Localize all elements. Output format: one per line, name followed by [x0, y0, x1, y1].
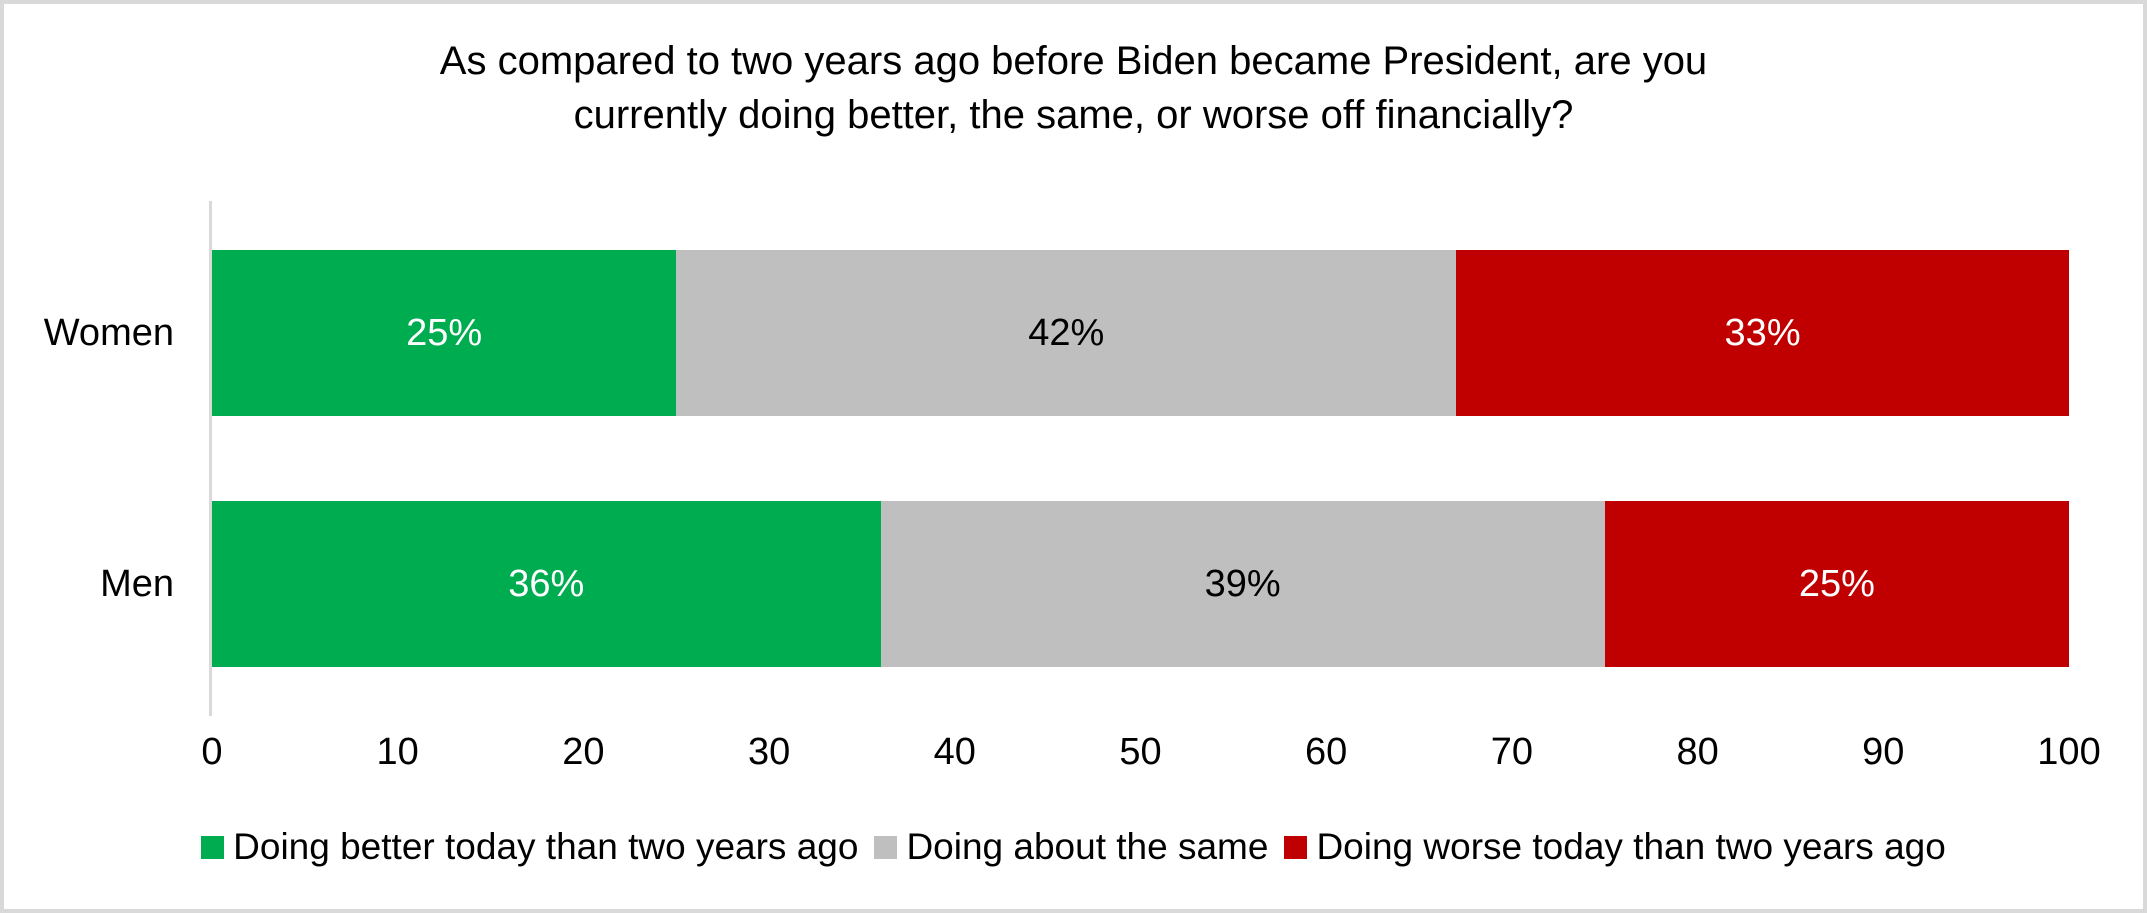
- legend: Doing better today than two years ago Doi…: [4, 826, 2143, 868]
- x-axis-tick-label: 50: [1119, 731, 1162, 773]
- bar-value-label: 25%: [1798, 562, 1875, 605]
- bar-row-women: 25% 42% 33%: [212, 250, 2069, 416]
- legend-item: Doing worse today than two years ago: [1284, 826, 1946, 868]
- bar-segment: 42%: [676, 250, 1457, 416]
- chart-title-line-2: currently doing better, the same, or wor…: [573, 93, 1574, 137]
- bar-segment: 25%: [212, 250, 677, 416]
- x-axis-tick-label: 100: [2037, 731, 2101, 773]
- legend-label: Doing about the same: [906, 826, 1269, 867]
- legend-swatch: [874, 835, 898, 859]
- category-label-men: Men: [100, 562, 174, 605]
- bar-value-label: 42%: [1028, 311, 1105, 354]
- bar-value-label: 39%: [1204, 562, 1281, 605]
- bar-segment: 25%: [1604, 501, 2069, 667]
- x-axis-tick-label: 70: [1490, 731, 1534, 773]
- legend-label: Doing worse today than two years ago: [1316, 826, 1946, 867]
- legend-swatch: [201, 835, 225, 859]
- x-axis: 0 10 20 30 40 50 60 70 80 90 100: [201, 731, 2100, 781]
- bar-segment: 39%: [880, 501, 1605, 667]
- x-axis-tick-label: 0: [201, 731, 223, 773]
- bar-value-label: 36%: [508, 562, 585, 605]
- x-axis-tick-label: 10: [376, 731, 419, 773]
- chart-title-line-1: As compared to two years ago before Bide…: [439, 39, 1708, 83]
- y-axis-line: [209, 201, 212, 716]
- x-axis-tick-label: 90: [1862, 731, 1905, 773]
- x-axis-tick-label: 60: [1305, 731, 1348, 773]
- category-label-women: Women: [43, 311, 174, 354]
- bar-segment: 33%: [1456, 250, 2069, 416]
- plot-area: 25% 42% 33% 36% 39% 25%: [212, 201, 2069, 706]
- bar-row-men: 36% 39% 25%: [212, 501, 2069, 667]
- bar-value-label: 25%: [406, 311, 483, 354]
- bar-value-label: 33%: [1724, 311, 1801, 354]
- bar-segment: 36%: [212, 501, 881, 667]
- x-axis-tick-label: 80: [1676, 731, 1719, 773]
- chart-title: As compared to two years ago before Bide…: [4, 34, 2143, 142]
- x-axis-tick-label: 40: [933, 731, 976, 773]
- legend-swatch: [1284, 835, 1308, 859]
- legend-item: Doing about the same: [874, 826, 1268, 868]
- x-axis-tick-label: 20: [562, 731, 605, 773]
- x-axis-tick-label: 30: [747, 731, 791, 773]
- legend-item: Doing better today than two years ago: [201, 826, 858, 868]
- legend-label: Doing better today than two years ago: [233, 826, 859, 867]
